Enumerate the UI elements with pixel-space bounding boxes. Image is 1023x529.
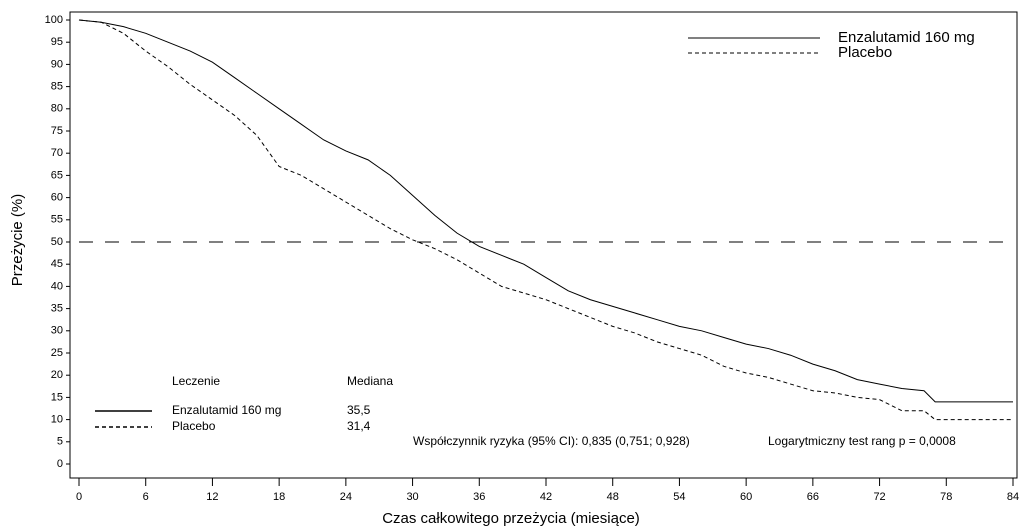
plot-frame (69, 11, 1018, 479)
x-tick-label: 0 (76, 491, 82, 503)
y-tick-label: 35 (51, 303, 63, 315)
y-tick-label: 70 (51, 147, 63, 159)
y-tick-label: 95 (51, 36, 63, 48)
legend-label: Enzalutamid 160 mg (838, 29, 975, 46)
y-tick-label: 15 (51, 391, 63, 403)
table-name: Placebo (172, 419, 216, 433)
x-tick-label: 24 (340, 491, 352, 503)
y-tick-label: 20 (51, 369, 63, 381)
y-tick-label: 75 (51, 125, 63, 137)
x-tick-label: 42 (540, 491, 552, 503)
table-header: Mediana (347, 374, 393, 388)
annotation: Współczynnik ryzyka (95% CI): 0,835 (0,7… (413, 434, 690, 448)
y-tick-label: 30 (51, 325, 63, 337)
x-tick-label: 18 (273, 491, 285, 503)
y-tick-label: 65 (51, 169, 63, 181)
annotation: Logarytmiczny test rang p = 0,0008 (768, 434, 956, 448)
y-tick-label: 0 (57, 458, 63, 470)
x-tick-label: 78 (940, 491, 952, 503)
y-tick-label: 40 (51, 280, 63, 292)
survival-line (78, 19, 1013, 403)
y-tick-label: 5 (57, 436, 63, 448)
x-tick-label: 36 (473, 491, 485, 503)
x-tick-label: 30 (406, 491, 418, 503)
x-tick-label: 12 (206, 491, 218, 503)
x-tick-label: 60 (740, 491, 752, 503)
y-tick-label: 10 (51, 414, 63, 426)
x-tick-label: 66 (807, 491, 819, 503)
table-header: Leczenie (172, 374, 220, 388)
table-name: Enzalutamid 160 mg (172, 403, 281, 417)
y-tick-label: 50 (51, 236, 63, 248)
x-tick-label: 84 (1007, 491, 1019, 503)
y-tick-label: 60 (51, 192, 63, 204)
table-median: 31,4 (347, 419, 371, 433)
x-tick-label: 48 (607, 491, 619, 503)
y-tick-label: 45 (51, 258, 63, 270)
y-tick-label: 85 (51, 81, 63, 93)
x-tick-label: 54 (673, 491, 685, 503)
y-axis-label: Przeżycie (%) (9, 194, 26, 287)
legend-label: Placebo (838, 44, 892, 61)
y-tick-label: 55 (51, 214, 63, 226)
x-tick-label: 6 (143, 491, 149, 503)
y-tick-label: 25 (51, 347, 63, 359)
y-tick-label: 100 (45, 14, 63, 26)
survival-line (78, 19, 1013, 421)
x-axis-label: Czas całkowitego przeżycia (miesiące) (382, 510, 640, 527)
y-tick-label: 80 (51, 103, 63, 115)
x-tick-label: 72 (873, 491, 885, 503)
table-median: 35,5 (347, 403, 371, 417)
y-tick-label: 90 (51, 58, 63, 70)
